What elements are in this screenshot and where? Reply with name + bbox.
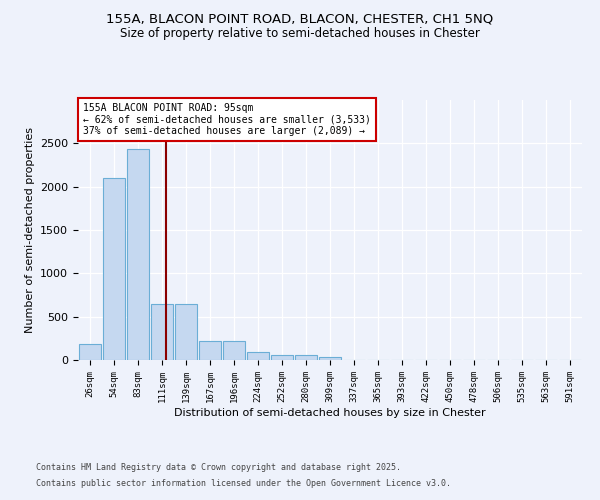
Bar	[271, 355, 293, 360]
Text: Contains public sector information licensed under the Open Government Licence v3: Contains public sector information licen…	[36, 478, 451, 488]
X-axis label: Distribution of semi-detached houses by size in Chester: Distribution of semi-detached houses by …	[174, 408, 486, 418]
Bar	[199, 342, 221, 360]
Text: Contains HM Land Registry data © Crown copyright and database right 2025.: Contains HM Land Registry data © Crown c…	[36, 464, 401, 472]
Bar	[175, 304, 197, 360]
Bar	[295, 355, 317, 360]
Bar	[319, 358, 341, 360]
Bar	[223, 342, 245, 360]
Bar	[103, 178, 125, 360]
Y-axis label: Number of semi-detached properties: Number of semi-detached properties	[25, 127, 35, 333]
Bar	[151, 304, 173, 360]
Bar	[247, 352, 269, 360]
Text: 155A BLACON POINT ROAD: 95sqm
← 62% of semi-detached houses are smaller (3,533)
: 155A BLACON POINT ROAD: 95sqm ← 62% of s…	[83, 102, 371, 136]
Text: Size of property relative to semi-detached houses in Chester: Size of property relative to semi-detach…	[120, 28, 480, 40]
Bar	[127, 150, 149, 360]
Text: 155A, BLACON POINT ROAD, BLACON, CHESTER, CH1 5NQ: 155A, BLACON POINT ROAD, BLACON, CHESTER…	[106, 12, 494, 26]
Bar	[79, 344, 101, 360]
